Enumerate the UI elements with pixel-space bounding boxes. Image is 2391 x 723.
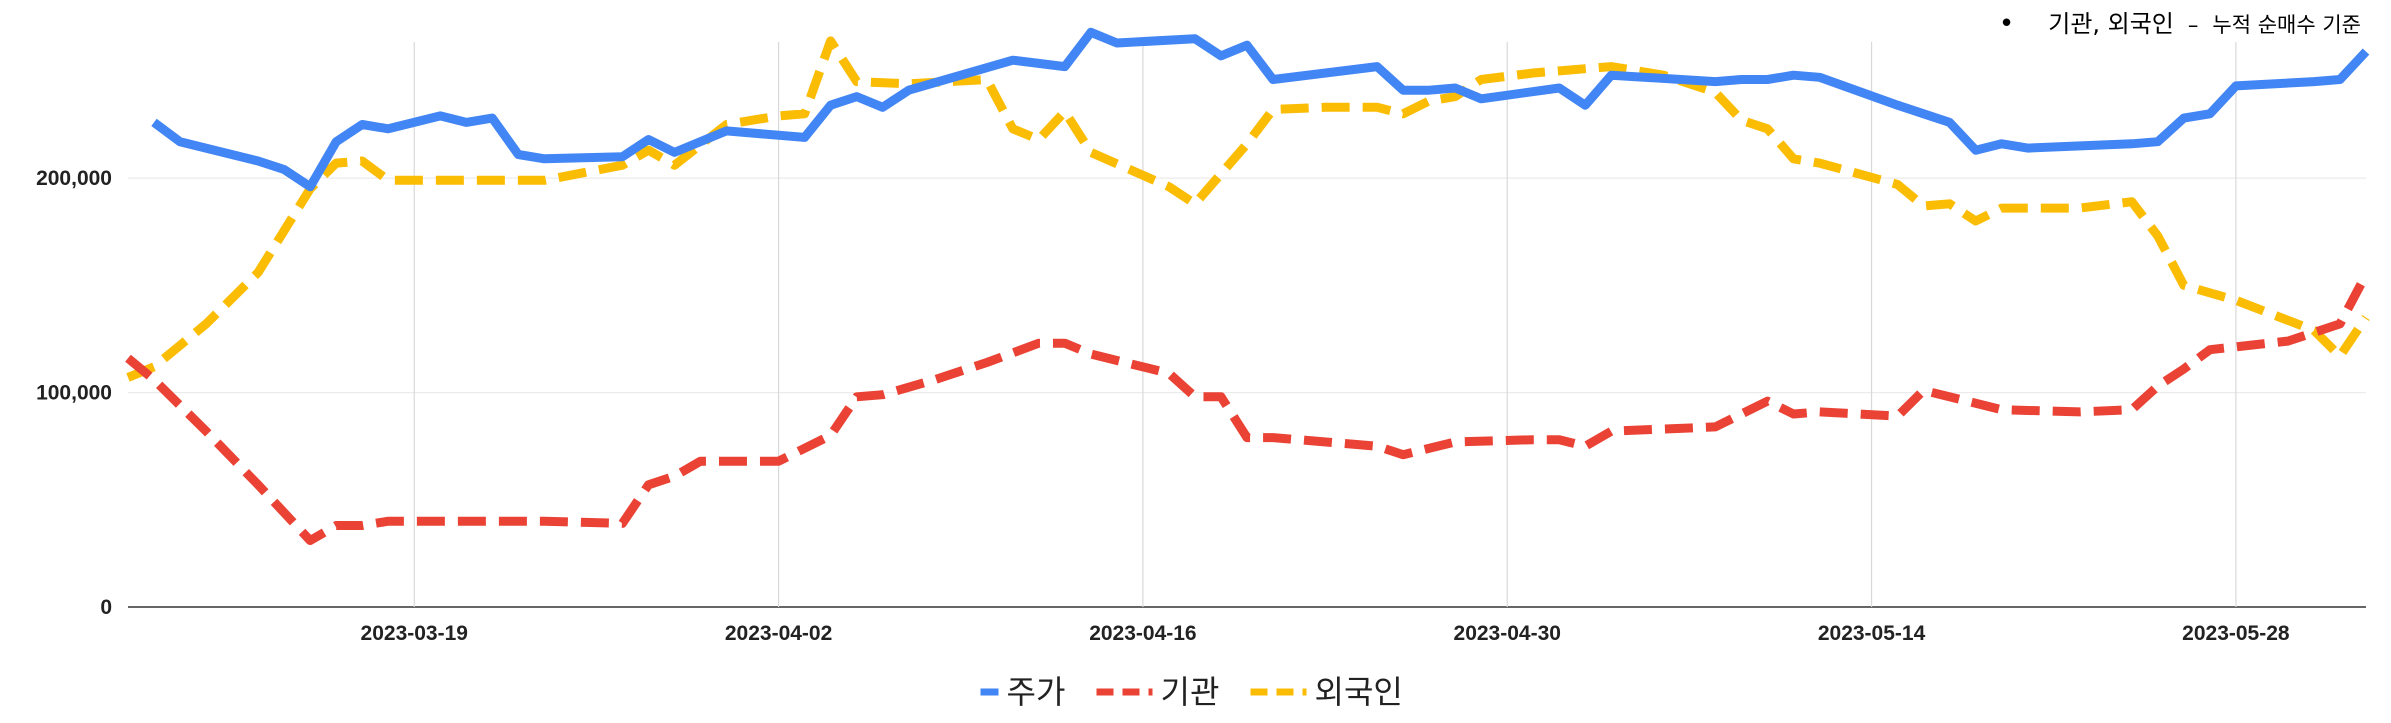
note-bullet: • xyxy=(1998,9,2015,39)
series-lines xyxy=(125,27,2370,545)
legend[interactable]: 주가 기관 외국인 xyxy=(980,673,1403,711)
x-axis: 2023-03-19 2023-04-02 2023-04-16 2023-04-30… xyxy=(361,622,2290,645)
legend-item-1[interactable]: 기관 xyxy=(1096,673,1220,711)
chart-note: • 기관, 외국인 – 누적 순매수 기준 xyxy=(1999,4,2361,39)
x-tick-label: 2023-04-16 xyxy=(1089,622,1196,645)
series-line-0 xyxy=(151,27,2370,192)
legend-label: 외국인 xyxy=(1315,673,1403,711)
note-main: 기관, 외국인 xyxy=(2048,10,2174,38)
y-tick-label: 100,000 xyxy=(36,382,112,405)
x-tick-label: 2023-05-28 xyxy=(2182,622,2290,645)
note-dash: – xyxy=(2187,13,2199,37)
legend-item-2[interactable]: 외국인 xyxy=(1250,673,1403,711)
y-tick-label: 0 xyxy=(100,596,112,619)
series-line-1 xyxy=(125,272,2370,545)
y-axis: 0 100,000 200,000 xyxy=(36,167,112,619)
legend-label: 기관 xyxy=(1161,673,1220,711)
x-tick-label: 2023-03-19 xyxy=(361,622,468,645)
x-tick-label: 2023-04-30 xyxy=(1454,622,1561,645)
series-line-2 xyxy=(126,36,2370,382)
x-tick-label: 2023-04-02 xyxy=(725,622,832,645)
x-tick-label: 2023-05-14 xyxy=(1818,622,1926,645)
y-tick-label: 200,000 xyxy=(36,167,112,190)
note-sub: 누적 순매수 기준 xyxy=(2212,13,2361,37)
legend-item-0[interactable]: 주가 xyxy=(980,673,1066,711)
legend-label: 주가 xyxy=(1007,673,1066,711)
